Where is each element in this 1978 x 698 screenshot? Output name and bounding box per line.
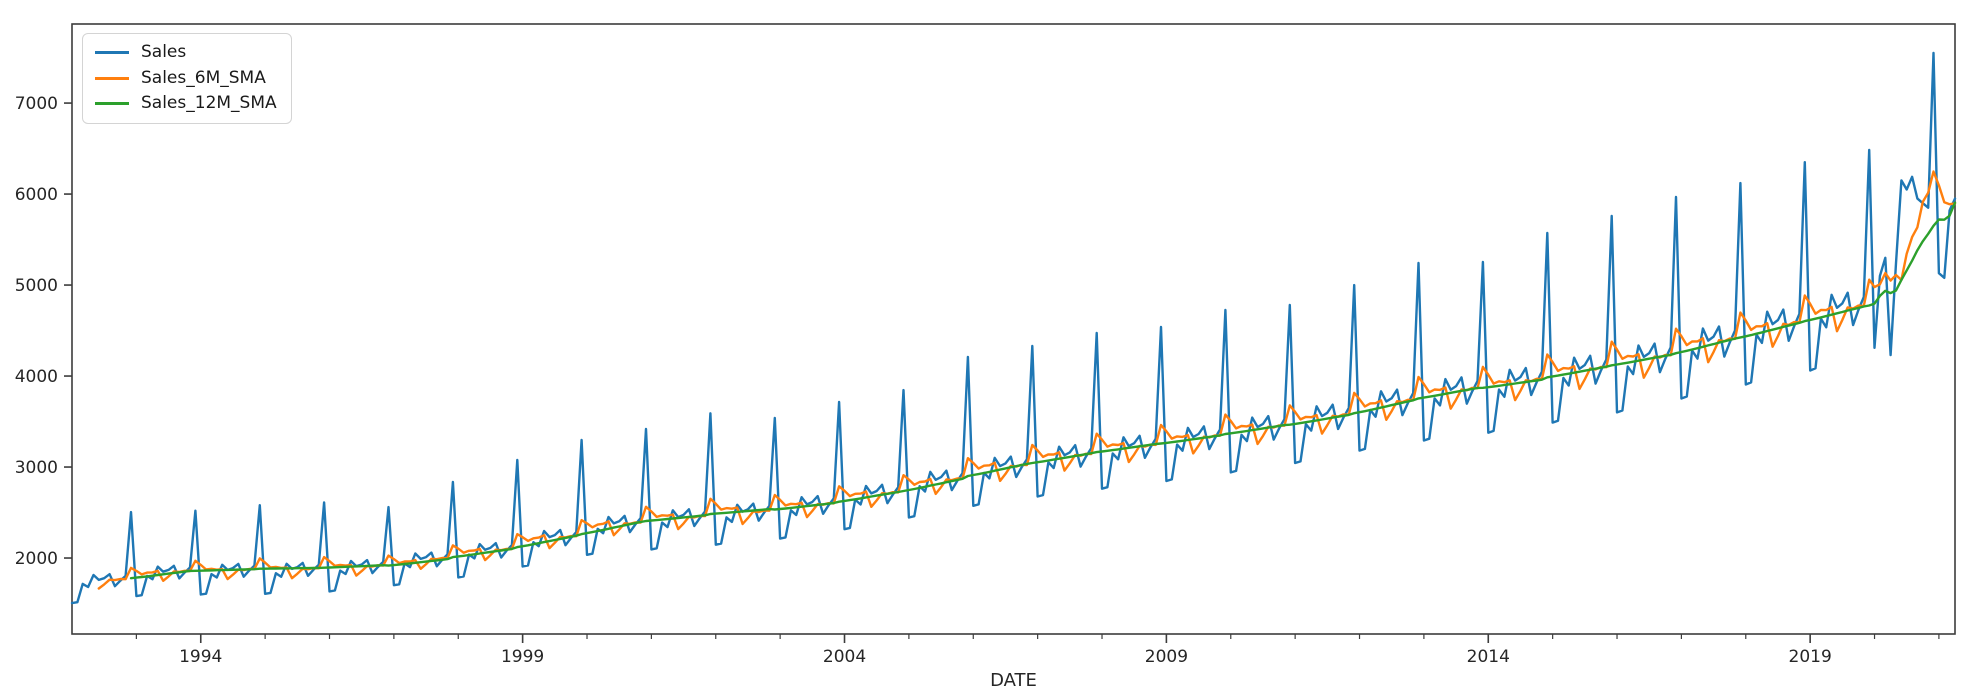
legend-label-sales: Sales <box>141 42 187 62</box>
sales-line-swatch <box>95 51 129 55</box>
x-tick-label: 2004 <box>823 647 866 667</box>
legend-item-sales-6m-sma: Sales_6M_SMA <box>95 67 277 89</box>
x-tick-label: 1994 <box>179 647 222 667</box>
legend-label-sales-12m-sma: Sales_12M_SMA <box>141 93 277 114</box>
y-tick-label: 3000 <box>15 458 58 478</box>
y-tick-label: 2000 <box>15 549 58 569</box>
y-tick-label: 7000 <box>15 94 58 114</box>
legend-item-sales-12m-sma: Sales_12M_SMA <box>95 94 277 114</box>
legend: Sales Sales_6M_SMA Sales_12M_SMA <box>82 33 292 124</box>
y-tick-label: 5000 <box>15 276 58 296</box>
x-axis-title: DATE <box>990 670 1037 691</box>
x-tick-label: 2014 <box>1467 647 1510 667</box>
legend-label-sales-6m-sma: Sales_6M_SMA <box>141 67 266 88</box>
x-tick-label: 1999 <box>501 647 544 667</box>
x-tick-label: 2019 <box>1789 647 1832 667</box>
y-tick-label: 6000 <box>15 185 58 205</box>
sales-line <box>70 51 1957 605</box>
sma12-line-swatch <box>95 102 129 106</box>
sma6-line-swatch <box>95 76 129 80</box>
plot-border <box>71 23 1956 635</box>
x-tick-label: 2009 <box>1145 647 1188 667</box>
sma12-line <box>129 201 1957 580</box>
y-tick-label: 4000 <box>15 367 58 387</box>
legend-item-sales: Sales <box>95 42 277 63</box>
